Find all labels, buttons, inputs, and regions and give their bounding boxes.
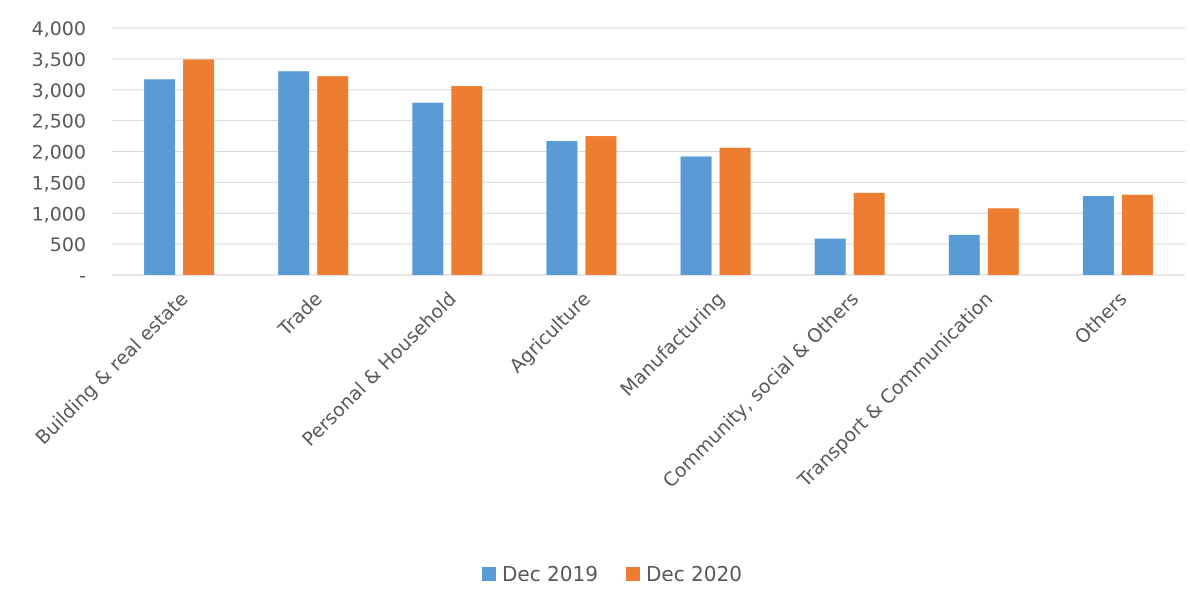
- bar-dec-2019-2: [412, 102, 444, 275]
- bar-dec-2020-3: [585, 136, 617, 275]
- x-tick-label: Building & real estate: [31, 288, 192, 449]
- legend-label: Dec 2019: [502, 562, 598, 586]
- bar-dec-2020-4: [719, 147, 751, 275]
- bar-dec-2020-2: [451, 86, 483, 275]
- bar-dec-2020-5: [853, 192, 885, 275]
- y-tick-label: 500: [50, 234, 86, 256]
- y-tick-label: 3,500: [32, 49, 86, 71]
- bar-dec-2020-6: [987, 208, 1019, 275]
- bar-dec-2020-1: [317, 76, 349, 275]
- x-tick-label: Others: [1071, 288, 1132, 349]
- y-tick-label: 3,000: [32, 80, 86, 102]
- y-tick-label: 4,000: [32, 18, 86, 40]
- bars: [144, 59, 1153, 276]
- x-tick-label: Trade: [274, 288, 327, 341]
- y-tick-label: 2,500: [32, 111, 86, 133]
- bar-dec-2020-0: [183, 59, 215, 276]
- legend: Dec 2019 Dec 2020: [482, 562, 742, 586]
- x-tick-label: Manufacturing: [616, 288, 729, 401]
- bar-dec-2019-1: [278, 71, 310, 275]
- legend-swatch-dec-2020: [626, 567, 640, 581]
- bar-dec-2019-4: [680, 156, 712, 275]
- bar-dec-2019-0: [144, 79, 176, 275]
- x-tick-label: Agriculture: [506, 288, 595, 377]
- bar-dec-2019-3: [546, 141, 578, 275]
- legend-label: Dec 2020: [646, 562, 742, 586]
- legend-swatch-dec-2019: [482, 567, 496, 581]
- bar-dec-2019-6: [948, 234, 980, 275]
- x-tick-label: Personal & Household: [298, 288, 461, 451]
- bar-dec-2019-7: [1082, 195, 1114, 275]
- y-tick-label: 2,000: [32, 142, 86, 164]
- gridlines: [112, 27, 1185, 276]
- bar-dec-2020-7: [1121, 194, 1153, 275]
- y-axis-tick-labels: - 500 1,000 1,500 2,000 2,500 3,000 3,500 4,000: [32, 18, 86, 287]
- y-tick-label: 1,500: [32, 172, 86, 194]
- bar-dec-2019-5: [814, 238, 846, 275]
- y-tick-label: -: [79, 265, 86, 287]
- y-tick-label: 1,000: [32, 203, 86, 225]
